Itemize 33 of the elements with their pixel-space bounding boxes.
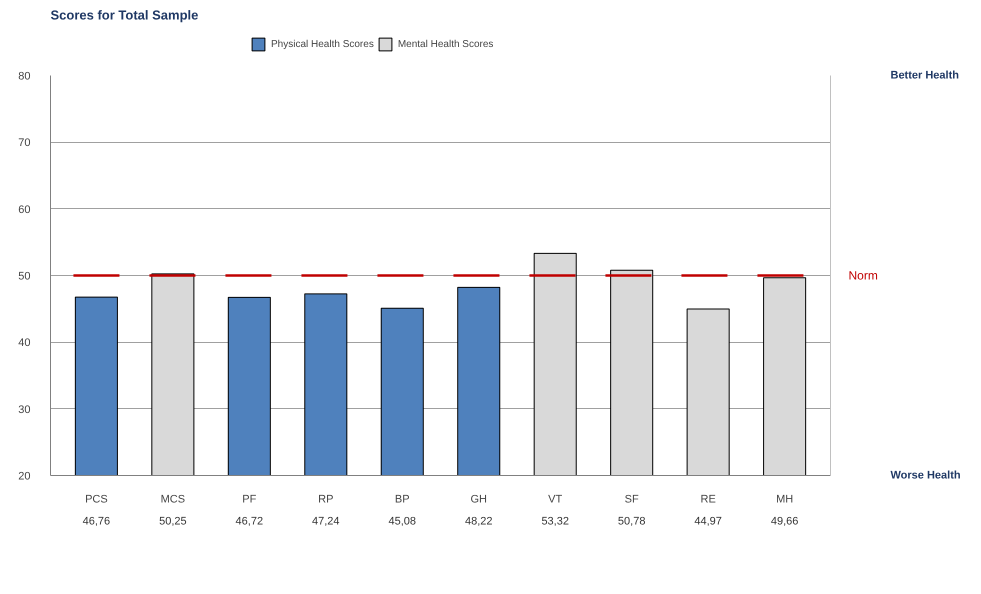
text: 46,76 [82,516,110,528]
x-tick-label: VT [548,494,563,506]
text: 49,66 [770,516,798,528]
legend-label: Mental Health Scores [398,38,494,50]
chart-title: Scores for Total Sample [50,8,198,22]
x-tick-label: GH [470,494,488,506]
text: 50,78 [618,516,646,528]
y-tick-label: 50 [18,270,31,282]
x-tick-label: PCS [85,494,108,506]
y-tick-label: 20 [18,470,31,482]
text: 44,97 [694,516,722,528]
x-tick-label: MCS [160,494,186,506]
text: 50,25 [159,516,187,528]
y-tick-label: 80 [18,70,31,82]
text: 46,72 [236,516,264,528]
x-tick-label: SF [624,494,639,506]
y-tick-label: 40 [18,337,31,350]
text: Worse Health [890,470,961,482]
text: 47,24 [312,516,340,528]
x-tick-label: PF [242,494,257,506]
ref-line-label: Norm [848,268,878,282]
legend-label: Physical Health Scores [271,38,374,50]
x-tick-label: BP [394,494,410,506]
y-tick-label: 70 [18,137,31,150]
text: 48,22 [464,516,493,528]
text: 45,08 [388,516,416,528]
x-tick-label: RE [700,494,716,506]
x-tick-label: RP [318,494,334,506]
text: Better Health [890,70,960,82]
y-tick-label: 60 [18,204,31,216]
y-tick-label: 30 [18,404,31,416]
text: 53,32 [541,516,569,528]
x-tick-label: MH [776,494,794,506]
